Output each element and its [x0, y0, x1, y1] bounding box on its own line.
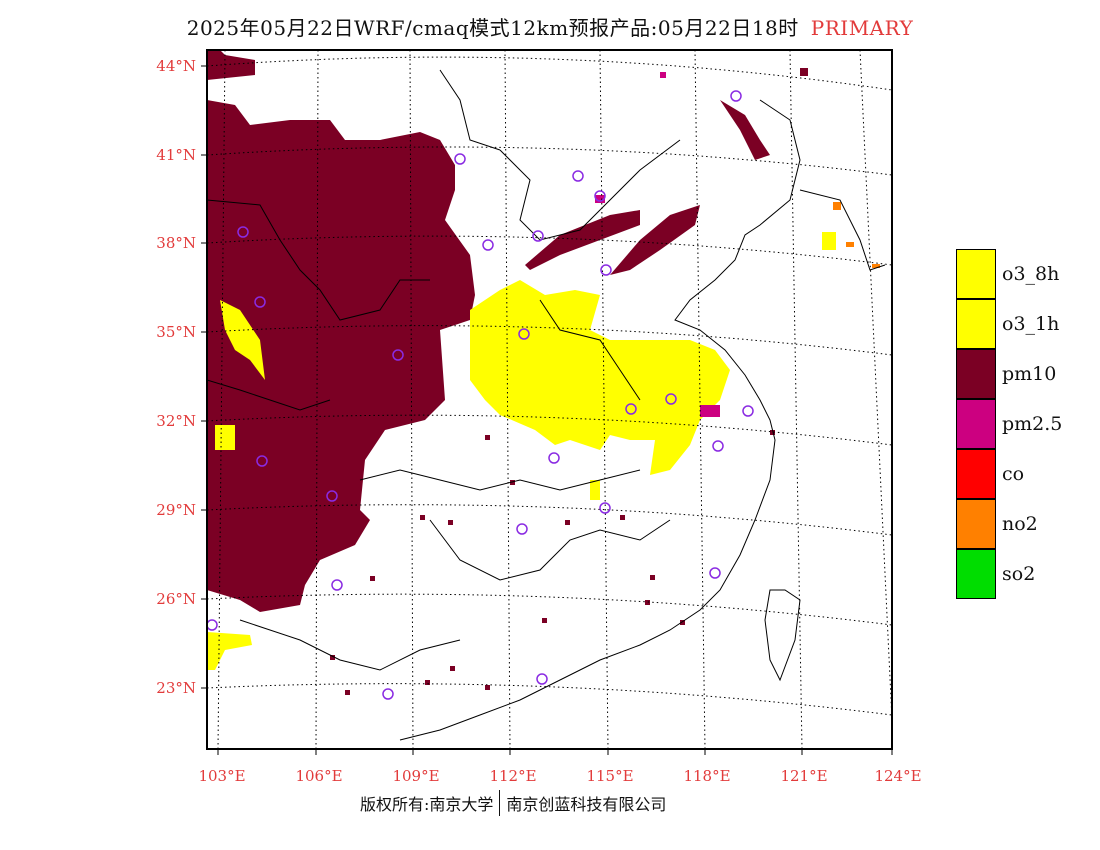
lat-label: 32°N	[156, 412, 196, 430]
legend-label: pm10	[1002, 363, 1057, 385]
no2-patch-2	[846, 242, 854, 247]
lon-label: 124°E	[874, 767, 921, 785]
legend-swatch	[956, 549, 996, 599]
pm25-patch-1	[700, 405, 720, 417]
title-tag: PRIMARY	[810, 16, 914, 40]
axis-ticks	[201, 65, 893, 755]
lon-label: 112°E	[489, 767, 536, 785]
lon-label: 106°E	[295, 767, 342, 785]
lon-label: 109°E	[392, 767, 439, 785]
ozone-patch-3	[590, 480, 600, 500]
legend-item-co: co	[956, 449, 1100, 499]
pm25-patch-3	[660, 72, 666, 78]
latitude-labels: 44°N 41°N 38°N 35°N 32°N 29°N 26°N 23°N	[156, 57, 196, 697]
lat-label: 44°N	[156, 57, 196, 75]
longitude-labels: 103°E 106°E 109°E 112°E 115°E 118°E 121°…	[198, 767, 921, 785]
lon-label: 103°E	[198, 767, 245, 785]
copyright-left: 版权所有:南京大学	[360, 795, 494, 814]
legend-swatch	[956, 249, 996, 299]
ozone-region-central	[470, 280, 730, 475]
copyright-footer: 版权所有:南京大学 南京创蓝科技有限公司	[360, 790, 666, 816]
ozone-patch-1	[215, 425, 235, 450]
boundaries	[207, 69, 886, 741]
lat-label: 23°N	[156, 679, 196, 697]
legend-item-o3-8h: o3_8h	[956, 249, 1100, 299]
lat-label: 29°N	[156, 501, 196, 519]
pm25-patch-2	[595, 195, 605, 203]
legend-label: co	[1002, 463, 1025, 485]
legend-label: o3_1h	[1002, 313, 1060, 335]
map-frame	[206, 49, 893, 750]
pm10-region-west-top	[207, 50, 255, 80]
footer-divider	[499, 790, 501, 816]
pm10-specks	[330, 68, 808, 695]
lon-label: 118°E	[683, 767, 730, 785]
lon-label: 121°E	[780, 767, 827, 785]
legend-swatch	[956, 299, 996, 349]
legend-item-pm25: pm2.5	[956, 399, 1100, 449]
lat-label: 41°N	[156, 146, 196, 164]
ozone-patch-2	[822, 232, 836, 250]
no2-patch-1	[833, 202, 841, 210]
legend-item-so2: so2	[956, 549, 1100, 599]
pm10-streak-3	[720, 100, 770, 160]
pollutant-legend: o3_8h o3_1h pm10 pm2.5 co no2 so2	[956, 249, 1100, 599]
no2-patch-3	[872, 264, 880, 268]
legend-item-pm10: pm10	[956, 349, 1100, 399]
pm10-streak-1	[525, 210, 640, 270]
map-title: 2025年05月22日WRF/cmaq模式12km预报产品:05月22日18时 P…	[0, 12, 1100, 41]
pm10-streak-2	[610, 205, 700, 275]
legend-swatch	[956, 499, 996, 549]
lon-label: 115°E	[586, 767, 633, 785]
legend-swatch	[956, 399, 996, 449]
lat-label: 38°N	[156, 234, 196, 252]
legend-label: so2	[1002, 563, 1036, 585]
copyright-right: 南京创蓝科技有限公司	[506, 795, 667, 814]
legend-item-o3-1h: o3_1h	[956, 299, 1100, 349]
title-main: 2025年05月22日WRF/cmaq模式12km预报产品:05月22日18时	[186, 16, 799, 40]
legend-label: pm2.5	[1002, 413, 1063, 435]
station-markers	[207, 90, 754, 700]
legend-swatch	[956, 449, 996, 499]
ozone-region-west	[220, 300, 265, 380]
legend-label: no2	[1002, 513, 1038, 535]
legend-label: o3_8h	[1002, 263, 1060, 285]
lat-label: 35°N	[156, 323, 196, 341]
lat-label: 26°N	[156, 590, 196, 608]
legend-item-no2: no2	[956, 499, 1100, 549]
ozone-region-southwest	[207, 632, 252, 670]
legend-swatch	[956, 349, 996, 399]
pm10-region-west	[207, 100, 475, 612]
